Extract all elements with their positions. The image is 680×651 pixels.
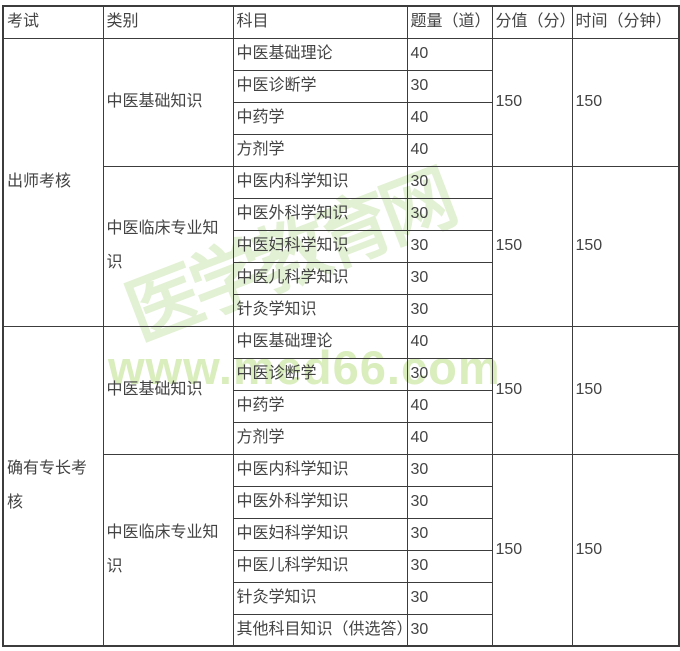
question-count-cell: 30 (406, 165, 493, 199)
time-cell: 150 (571, 325, 680, 455)
time-cell: 150 (571, 453, 680, 647)
table-row: 中医妇科学知识 30 (3, 229, 679, 263)
question-count-cell: 30 (406, 453, 493, 487)
subject-cell: 针灸学知识 (232, 293, 408, 327)
category-name-cell: 中医临床专业知识 (102, 453, 234, 647)
table-row: 中医外科学知识 30 (3, 197, 679, 231)
subject-cell: 中医外科学知识 (232, 197, 408, 231)
subject-cell: 中医外科学知识 (232, 485, 408, 519)
question-count-cell: 40 (406, 389, 493, 423)
score-cell: 150 (491, 165, 573, 327)
question-count-cell: 30 (406, 293, 493, 327)
table-row: 中医诊断学 30 (3, 69, 679, 103)
question-count-cell: 30 (406, 69, 493, 103)
table-row: 中医妇科学知识 30 (3, 517, 679, 551)
table-row: 方剂学 40 (3, 133, 679, 167)
question-count-cell: 40 (406, 325, 493, 359)
question-count-cell: 30 (406, 197, 493, 231)
table-header-row: 考试 类别 科目 题量（道） 分值（分） 时间（分钟） (2, 5, 680, 39)
score-cell: 150 (491, 325, 573, 455)
subject-cell: 中医儿科学知识 (232, 261, 408, 295)
table-row: 针灸学知识 30 (3, 293, 679, 327)
score-cell: 150 (491, 37, 573, 167)
exam-name-cell: 确有专长考核 (2, 325, 104, 647)
question-count-cell: 30 (406, 261, 493, 295)
table-row: 其他科目知识（供选答） 30 (3, 613, 679, 647)
subject-cell: 其他科目知识（供选答） (232, 613, 413, 647)
table-row: 确有专长考核 中医基础知识 中医基础理论 40 150 150 (2, 325, 680, 647)
subject-cell: 中医妇科学知识 (232, 229, 408, 263)
subject-cell: 中医儿科学知识 (232, 549, 408, 583)
table-row: 中药学 40 (3, 389, 679, 423)
table-row: 出师考核 中医基础知识 中医基础理论 40 150 150 (2, 37, 680, 327)
exam-name-cell: 出师考核 (2, 37, 104, 327)
score-cell: 150 (491, 453, 573, 647)
subject-cell: 中药学 (232, 101, 408, 135)
category-name-cell: 中医基础知识 (102, 37, 234, 167)
column-header: 时间（分钟） (571, 5, 680, 39)
subject-cell: 中医诊断学 (232, 357, 408, 391)
question-count-cell: 40 (406, 421, 493, 455)
question-count-cell: 40 (406, 37, 493, 71)
column-header: 类别 (102, 5, 234, 39)
question-count-cell: 30 (406, 229, 493, 263)
category-name-cell: 中医基础知识 (102, 325, 234, 455)
table-row: 中医临床专业知识 中医内科学知识 30 150 150 (3, 165, 680, 327)
table-row: 中医临床专业知识 中医内科学知识 30 150 150 (3, 453, 680, 647)
question-count-cell: 30 (406, 549, 493, 583)
column-header: 科目 (232, 5, 408, 39)
time-cell: 150 (571, 165, 680, 327)
category-name-cell: 中医临床专业知识 (102, 165, 234, 327)
table-row: 中医外科学知识 30 (3, 485, 679, 519)
subject-cell: 中医基础理论 (232, 325, 408, 359)
subject-cell: 方剂学 (232, 421, 408, 455)
time-cell: 150 (571, 37, 680, 167)
question-count-cell: 40 (406, 101, 493, 135)
question-count-cell: 30 (406, 357, 493, 391)
question-count-cell: 30 (406, 517, 493, 551)
exam-structure-table: 考试 类别 科目 题量（道） 分值（分） 时间（分钟） 出师考核 中医基础知识 中医基础理论 4… (2, 5, 680, 647)
table-row: 针灸学知识 30 (3, 581, 679, 615)
table-row: 中医诊断学 30 (3, 357, 679, 391)
question-count-cell: 30 (406, 485, 493, 519)
question-count-cell: 30 (406, 581, 493, 615)
column-header: 分值（分） (491, 5, 576, 39)
table-row: 中医儿科学知识 30 (3, 261, 679, 295)
subject-cell: 针灸学知识 (232, 581, 408, 615)
column-header: 考试 (2, 5, 104, 39)
question-count-cell: 40 (406, 133, 493, 167)
subject-cell: 中医内科学知识 (232, 165, 408, 199)
subject-cell: 中药学 (232, 389, 408, 423)
question-count-cell: 30 (406, 613, 493, 647)
subject-cell: 中医妇科学知识 (232, 517, 408, 551)
subject-cell: 中医诊断学 (232, 69, 408, 103)
column-header: 题量（道） (406, 5, 493, 39)
subject-cell: 方剂学 (232, 133, 408, 167)
subject-cell: 中医基础理论 (232, 37, 408, 71)
subject-cell: 中医内科学知识 (232, 453, 408, 487)
